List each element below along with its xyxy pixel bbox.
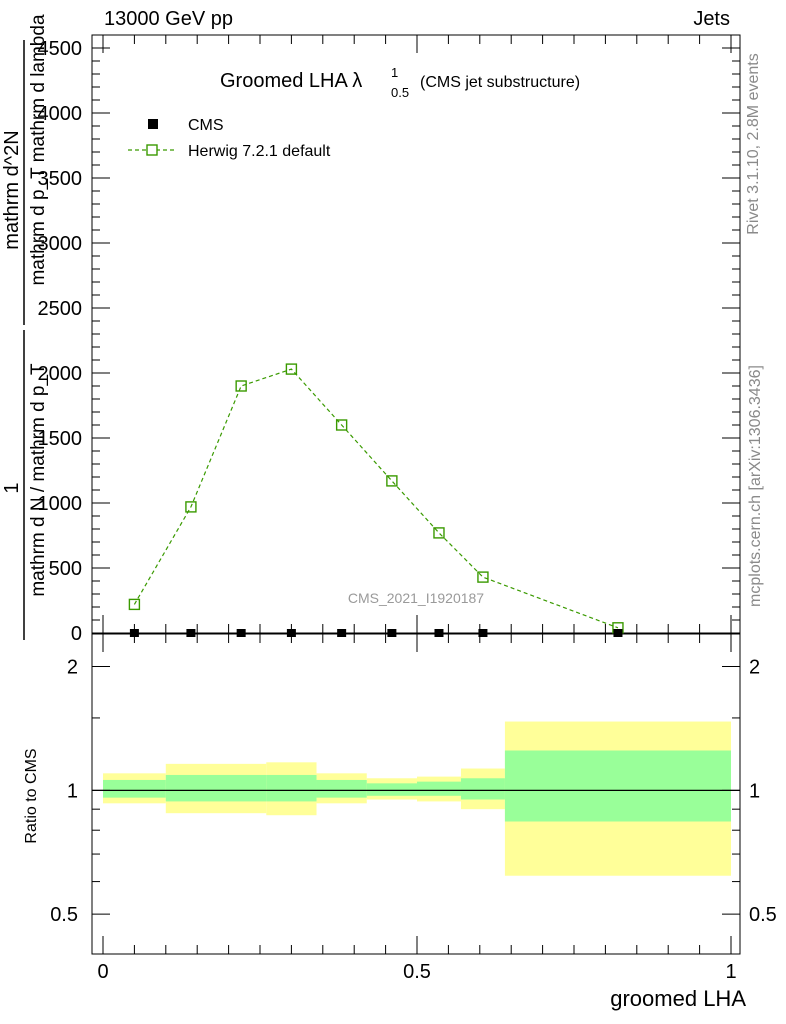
ratio-uncertainty-bands [92, 721, 740, 876]
y-label-numerator: 1 [1, 482, 23, 493]
main-y-tick-label: 2500 [38, 298, 83, 320]
herwig-data-point [335, 419, 348, 431]
ratio-inner-band [103, 779, 166, 798]
ratio-inner-band [504, 750, 731, 822]
cms-data-point [478, 629, 488, 637]
main-y-tick-label: 500 [49, 558, 82, 580]
title-superscript: 1 [391, 65, 398, 80]
ratio-inner-band [417, 781, 461, 796]
herwig-data-point [185, 501, 197, 513]
main-y-tick-labels: 0 500 1000 1500 2000 2500 3000 3500 4000 4500 [38, 38, 83, 645]
herwig-data-point [386, 475, 398, 487]
y-label-fraction-top: mathrm d^2N [1, 130, 23, 249]
ratio-axis-ticks [92, 634, 740, 954]
cms-data-point [129, 629, 139, 637]
ratio-y-tick-labels: 0.5 0.5 1 1 2 2 [50, 657, 777, 927]
header-category-label: Jets [693, 8, 730, 30]
y-label-denominator: mathrm d N / mathrm d p_T [28, 363, 49, 597]
x-tick-labels: 0 0.5 1 [97, 961, 736, 983]
ratio-plot-frame [91, 633, 741, 955]
herwig-series-line [133, 368, 619, 629]
herwig-data-point [433, 527, 445, 539]
x-axis-label: groomed LHA [610, 986, 746, 1011]
main-y-tick-label: 3500 [38, 168, 83, 190]
herwig-data-point [477, 571, 489, 583]
y-label-fraction-bottom: mathrm d p_T mathrm d lambda [28, 14, 49, 285]
ratio-y-tick-label-right: 1 [749, 780, 760, 802]
x-tick-label: 0.5 [403, 961, 431, 983]
cms-data-point [286, 629, 296, 637]
main-y-axis-label: 1 mathrm d N / mathrm d p_T mathrm d^2N … [1, 14, 49, 640]
title-subscript: 0.5 [391, 85, 409, 100]
x-tick-label: 0 [97, 961, 108, 983]
analysis-watermark: CMS_2021_I1920187 [348, 590, 484, 606]
ratio-inner-band [165, 774, 267, 802]
main-y-tick-label: 1000 [38, 493, 83, 515]
cms-data-point [337, 629, 347, 637]
header-process-label: 13000 GeV pp [104, 8, 233, 30]
cms-data-point [613, 629, 623, 637]
ratio-y-tick-label-right: 2 [749, 657, 760, 679]
herwig-data-point [128, 598, 141, 611]
herwig-data-point [285, 363, 298, 375]
cms-data-point [236, 629, 246, 637]
title-text: Groomed LHA λ [220, 70, 362, 92]
ratio-inner-band [266, 774, 317, 802]
herwig-data-point [235, 380, 247, 392]
title-note: (CMS jet substructure) [420, 74, 580, 91]
legend-herwig-label: Herwig 7.2.1 default [188, 143, 331, 160]
legend: CMS Herwig 7.2.1 default [128, 117, 331, 160]
main-y-tick-label: 4000 [38, 103, 83, 125]
main-title: Groomed LHA λ 1 0.5 (CMS jet substructur… [220, 65, 580, 100]
main-y-tick-label: 2000 [38, 363, 83, 385]
legend-cms-label: CMS [188, 117, 224, 134]
x-tick-label: 1 [725, 961, 736, 983]
main-plot-panel: 0 500 1000 1500 2000 2500 3000 3500 4000 4500 Gro… [38, 34, 741, 645]
ratio-y-tick-label-left: 1 [67, 780, 78, 802]
legend-cms-marker [148, 119, 158, 129]
cms-data-point [434, 629, 444, 637]
main-y-tick-label: 1500 [38, 428, 83, 450]
cms-data-point [186, 629, 196, 637]
ratio-inner-band [460, 778, 505, 800]
main-y-tick-label: 0 [71, 623, 82, 645]
legend-herwig-marker [146, 144, 158, 156]
main-y-tick-label: 4500 [38, 38, 83, 60]
main-y-tick-label: 3000 [38, 233, 83, 255]
ratio-inner-band [366, 783, 417, 796]
ratio-inner-band [316, 779, 367, 798]
cms-data-point [387, 629, 397, 637]
ratio-y-tick-label-left: 2 [67, 657, 78, 679]
ratio-plot-panel: 0.5 0.51 12 2 0 0.5 1 [50, 633, 777, 983]
main-data-marks [128, 363, 624, 637]
ratio-y-tick-label-left: 0.5 [50, 904, 78, 926]
ratio-y-tick-label-right: 0.5 [749, 904, 777, 926]
